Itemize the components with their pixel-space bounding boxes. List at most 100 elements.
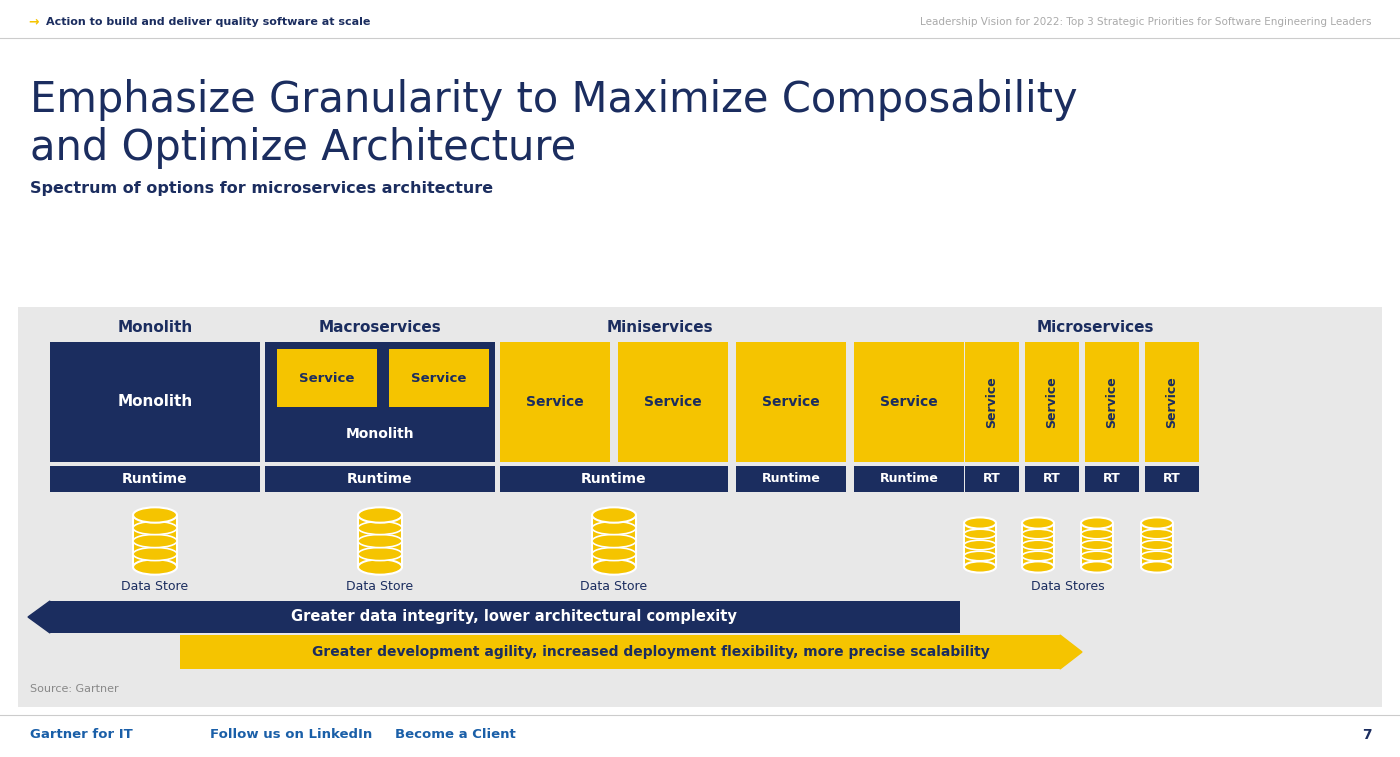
- FancyBboxPatch shape: [854, 342, 965, 462]
- FancyBboxPatch shape: [1022, 523, 1054, 567]
- FancyBboxPatch shape: [736, 342, 846, 462]
- Text: Runtime: Runtime: [581, 472, 647, 486]
- Ellipse shape: [1081, 517, 1113, 528]
- FancyBboxPatch shape: [277, 349, 377, 407]
- Text: Service: Service: [762, 395, 820, 409]
- Ellipse shape: [1022, 551, 1054, 561]
- Polygon shape: [28, 601, 50, 633]
- Text: RT: RT: [1043, 472, 1061, 485]
- Text: Service: Service: [644, 395, 701, 409]
- Text: Action to build and deliver quality software at scale: Action to build and deliver quality soft…: [46, 17, 371, 27]
- Text: Service: Service: [881, 395, 938, 409]
- Ellipse shape: [965, 551, 995, 561]
- Text: Data Store: Data Store: [346, 581, 413, 593]
- Ellipse shape: [1081, 529, 1113, 539]
- FancyBboxPatch shape: [50, 342, 260, 462]
- Ellipse shape: [1081, 551, 1113, 561]
- Text: Runtime: Runtime: [762, 472, 820, 485]
- FancyBboxPatch shape: [1085, 342, 1140, 462]
- FancyBboxPatch shape: [1085, 466, 1140, 492]
- Ellipse shape: [1141, 529, 1173, 539]
- Ellipse shape: [965, 562, 995, 572]
- Text: Service: Service: [1106, 376, 1119, 428]
- Ellipse shape: [1022, 540, 1054, 550]
- Ellipse shape: [1022, 529, 1054, 539]
- Ellipse shape: [1022, 562, 1054, 572]
- FancyBboxPatch shape: [500, 342, 610, 462]
- Text: RT: RT: [983, 472, 1001, 485]
- Ellipse shape: [965, 540, 995, 550]
- Text: Runtime: Runtime: [122, 472, 188, 486]
- FancyBboxPatch shape: [854, 466, 965, 492]
- Ellipse shape: [1141, 540, 1173, 550]
- FancyBboxPatch shape: [592, 515, 636, 567]
- Text: Data Store: Data Store: [122, 581, 189, 593]
- Ellipse shape: [133, 559, 176, 575]
- FancyBboxPatch shape: [1025, 466, 1079, 492]
- FancyBboxPatch shape: [1081, 523, 1113, 567]
- Ellipse shape: [1141, 551, 1173, 561]
- Text: →: →: [28, 15, 39, 29]
- Ellipse shape: [133, 507, 176, 522]
- FancyBboxPatch shape: [1025, 342, 1079, 462]
- Text: Monolith: Monolith: [118, 319, 193, 335]
- Text: Runtime: Runtime: [879, 472, 938, 485]
- FancyBboxPatch shape: [965, 466, 1019, 492]
- FancyBboxPatch shape: [133, 515, 176, 567]
- FancyBboxPatch shape: [358, 515, 402, 567]
- Text: Source: Gartner: Source: Gartner: [29, 684, 119, 694]
- FancyBboxPatch shape: [389, 349, 489, 407]
- Ellipse shape: [592, 559, 636, 575]
- Text: Service: Service: [986, 376, 998, 428]
- FancyBboxPatch shape: [617, 342, 728, 462]
- FancyBboxPatch shape: [181, 635, 1060, 669]
- Ellipse shape: [592, 534, 636, 547]
- Text: RT: RT: [1163, 472, 1180, 485]
- Text: Gartner for IT: Gartner for IT: [29, 728, 133, 742]
- Ellipse shape: [133, 547, 176, 561]
- Ellipse shape: [358, 522, 402, 534]
- Text: Monolith: Monolith: [118, 394, 193, 410]
- Ellipse shape: [358, 507, 402, 522]
- Text: Service: Service: [1165, 376, 1179, 428]
- Ellipse shape: [1141, 517, 1173, 528]
- Ellipse shape: [1081, 562, 1113, 572]
- FancyBboxPatch shape: [736, 466, 846, 492]
- Text: Service: Service: [300, 372, 354, 385]
- Text: 7: 7: [1362, 728, 1372, 742]
- Ellipse shape: [965, 529, 995, 539]
- Text: Greater data integrity, lower architectural complexity: Greater data integrity, lower architectu…: [291, 609, 736, 625]
- Text: Microservices: Microservices: [1036, 319, 1154, 335]
- Ellipse shape: [133, 534, 176, 547]
- Text: Greater development agility, increased deployment flexibility, more precise scal: Greater development agility, increased d…: [312, 645, 990, 659]
- Ellipse shape: [1141, 562, 1173, 572]
- Text: Data Store: Data Store: [581, 581, 648, 593]
- Text: Runtime: Runtime: [347, 472, 413, 486]
- Polygon shape: [1060, 635, 1082, 669]
- Text: Data Stores: Data Stores: [1032, 581, 1105, 593]
- Text: Spectrum of options for microservices architecture: Spectrum of options for microservices ar…: [29, 180, 493, 195]
- FancyBboxPatch shape: [18, 307, 1382, 707]
- FancyBboxPatch shape: [50, 466, 260, 492]
- FancyBboxPatch shape: [265, 342, 496, 462]
- FancyBboxPatch shape: [965, 523, 995, 567]
- Ellipse shape: [592, 522, 636, 534]
- Ellipse shape: [358, 559, 402, 575]
- Ellipse shape: [1022, 517, 1054, 528]
- Text: Service: Service: [1046, 376, 1058, 428]
- FancyBboxPatch shape: [500, 466, 728, 492]
- FancyBboxPatch shape: [1145, 466, 1198, 492]
- Text: Macroservices: Macroservices: [319, 319, 441, 335]
- FancyBboxPatch shape: [965, 342, 1019, 462]
- Ellipse shape: [358, 534, 402, 547]
- Text: Leadership Vision for 2022: Top 3 Strategic Priorities for Software Engineering : Leadership Vision for 2022: Top 3 Strate…: [921, 17, 1372, 27]
- Ellipse shape: [592, 507, 636, 522]
- FancyBboxPatch shape: [265, 466, 496, 492]
- Text: Monolith: Monolith: [346, 427, 414, 441]
- Ellipse shape: [592, 547, 636, 561]
- FancyBboxPatch shape: [1141, 523, 1173, 567]
- Text: Emphasize Granularity to Maximize Composability: Emphasize Granularity to Maximize Compos…: [29, 79, 1078, 121]
- Text: Service: Service: [412, 372, 466, 385]
- Ellipse shape: [133, 522, 176, 534]
- Text: Miniservices: Miniservices: [606, 319, 714, 335]
